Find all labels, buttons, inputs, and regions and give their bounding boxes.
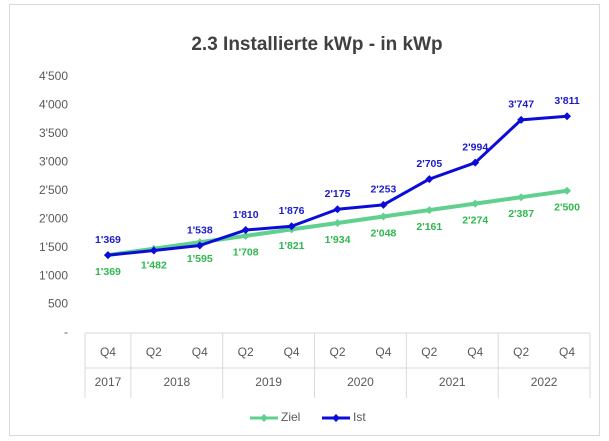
data-label: 1'876 bbox=[279, 205, 305, 217]
x-group-label: 2020 bbox=[347, 375, 374, 389]
point-marker bbox=[425, 206, 434, 215]
y-tick-label: 1'000 bbox=[39, 268, 68, 282]
x-tick-label: Q4 bbox=[284, 345, 300, 359]
data-label: 1'595 bbox=[187, 253, 213, 265]
point-marker bbox=[333, 218, 342, 227]
x-group-label: 2017 bbox=[95, 375, 122, 389]
point-marker bbox=[195, 241, 204, 250]
legend-label: Ziel bbox=[281, 410, 300, 424]
x-tick-label: Q4 bbox=[192, 345, 208, 359]
data-label: 1'369 bbox=[95, 234, 121, 246]
data-label: 2'048 bbox=[370, 227, 396, 239]
data-label: 1'482 bbox=[141, 259, 167, 271]
x-group-label: 2018 bbox=[163, 375, 190, 389]
y-tick-label: - bbox=[64, 325, 68, 339]
x-tick-label: Q2 bbox=[421, 345, 437, 359]
y-tick-label: 2'500 bbox=[39, 183, 68, 197]
data-label: 3'747 bbox=[508, 99, 534, 111]
data-label: 1'369 bbox=[95, 266, 121, 278]
point-marker bbox=[563, 186, 572, 195]
y-tick-label: 3'000 bbox=[39, 155, 68, 169]
point-marker bbox=[517, 193, 526, 202]
point-marker bbox=[149, 246, 158, 255]
x-tick-label: Q4 bbox=[100, 345, 116, 359]
x-group-label: 2019 bbox=[255, 375, 282, 389]
chart-title: 2.3 Installierte kWp - in kWp bbox=[191, 34, 442, 55]
point-marker bbox=[103, 251, 112, 260]
data-label: 2'175 bbox=[325, 188, 351, 200]
point-marker bbox=[471, 199, 480, 208]
x-tick-label: Q2 bbox=[238, 345, 254, 359]
point-marker bbox=[241, 231, 250, 240]
data-label: 1'810 bbox=[233, 209, 259, 221]
y-tick-label: 500 bbox=[48, 297, 68, 311]
data-label: 2'500 bbox=[554, 202, 580, 214]
y-tick-label: 1'500 bbox=[39, 240, 68, 254]
data-label: 1'538 bbox=[187, 224, 213, 236]
legend-label: Ist bbox=[353, 410, 366, 424]
data-label: 1'821 bbox=[279, 240, 305, 252]
x-tick-label: Q2 bbox=[513, 345, 529, 359]
x-group-label: 2021 bbox=[439, 375, 466, 389]
point-marker bbox=[241, 226, 250, 235]
point-marker bbox=[333, 205, 342, 214]
point-marker bbox=[379, 212, 388, 221]
data-label: 2'387 bbox=[508, 208, 534, 220]
data-label: 3'811 bbox=[554, 95, 579, 107]
x-group-label: 2022 bbox=[531, 375, 558, 389]
legend-marker bbox=[260, 414, 268, 422]
point-marker bbox=[471, 158, 480, 167]
point-marker bbox=[287, 222, 296, 231]
x-tick-label: Q2 bbox=[146, 345, 162, 359]
data-label: 2'161 bbox=[416, 221, 442, 233]
y-tick-label: 4'500 bbox=[39, 69, 68, 83]
legend-marker bbox=[332, 414, 340, 422]
x-tick-label: Q2 bbox=[329, 345, 345, 359]
point-marker bbox=[517, 115, 526, 124]
x-tick-label: Q4 bbox=[559, 345, 575, 359]
x-tick-label: Q4 bbox=[375, 345, 391, 359]
y-tick-label: 4'000 bbox=[39, 98, 68, 112]
y-tick-label: 2'000 bbox=[39, 211, 68, 225]
y-tick-label: 3'500 bbox=[39, 126, 68, 140]
data-label: 1'708 bbox=[233, 247, 259, 259]
data-label: 2'253 bbox=[370, 184, 396, 196]
x-tick-label: Q4 bbox=[467, 345, 483, 359]
point-marker bbox=[379, 200, 388, 209]
point-marker bbox=[425, 175, 434, 184]
data-label: 2'274 bbox=[462, 214, 488, 226]
data-label: 1'934 bbox=[325, 234, 351, 246]
data-label: 2'705 bbox=[416, 158, 442, 170]
point-marker bbox=[563, 112, 572, 121]
data-label: 2'994 bbox=[462, 141, 488, 153]
